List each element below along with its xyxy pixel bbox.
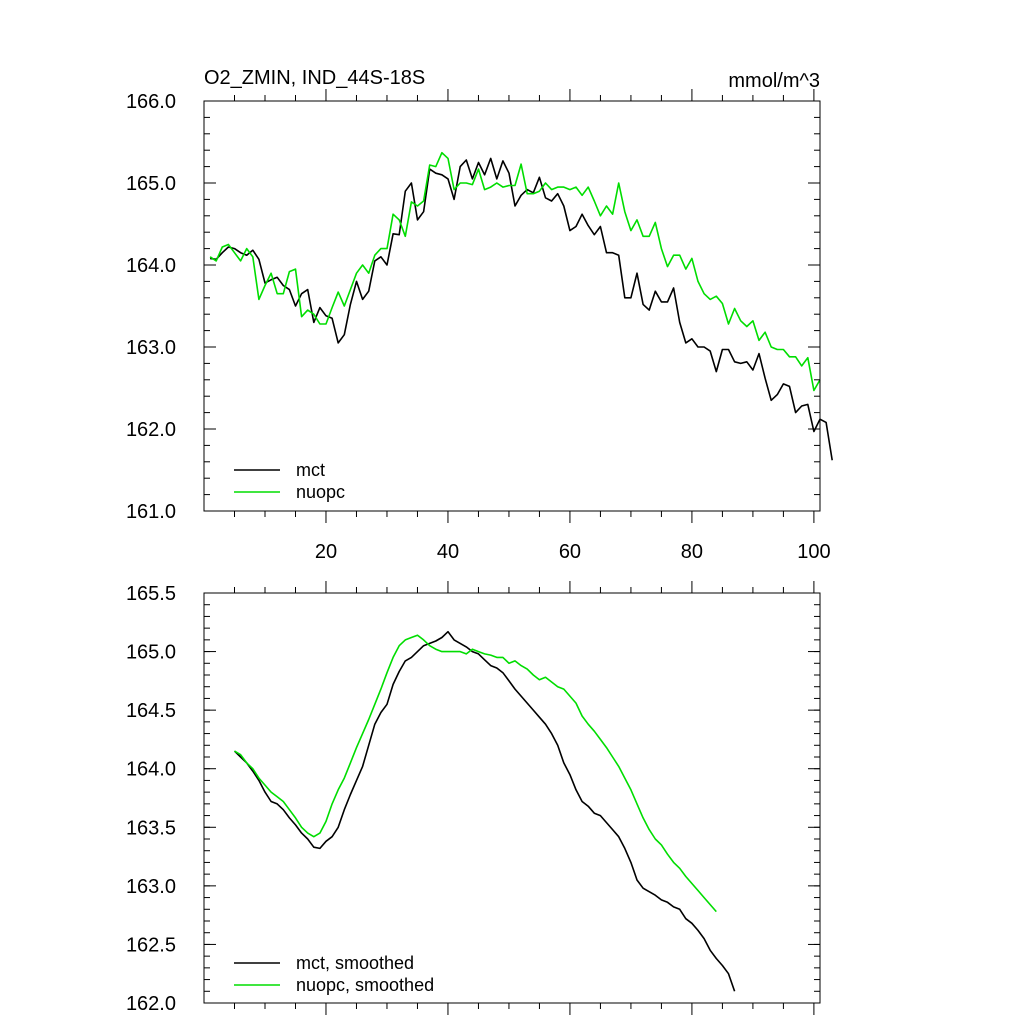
- y-tick-label: 164.0: [126, 255, 176, 277]
- plot-frame: [203, 592, 821, 1004]
- y-tick-label: 165.0: [126, 642, 176, 664]
- legend-label: mct: [296, 460, 325, 480]
- legend-label: nuopc: [296, 482, 345, 502]
- y-tick-label: 166.0: [126, 91, 176, 113]
- series-line-mct: [209, 157, 833, 461]
- series-line-nuopc: [209, 151, 821, 392]
- y-tick-label: 162.5: [126, 934, 176, 956]
- x-tick-label: 40: [437, 541, 459, 563]
- series-line-mct-smoothed: [233, 630, 736, 992]
- y-tick-label: 161.0: [126, 501, 176, 523]
- y-tick-label: 163.0: [126, 337, 176, 359]
- x-tick-label: 60: [559, 541, 581, 563]
- units-label: mmol/m^3: [728, 70, 820, 92]
- x-tick-label: 20: [315, 541, 337, 563]
- y-tick-label: 163.0: [126, 876, 176, 898]
- y-tick-label: 164.0: [126, 759, 176, 781]
- y-tick-label: 162.0: [126, 419, 176, 441]
- series-line-nuopc-smoothed: [234, 634, 717, 913]
- y-tick-label: 165.5: [126, 583, 176, 605]
- y-tick-label: 162.0: [126, 993, 176, 1015]
- y-tick-label: 165.0: [126, 173, 176, 195]
- plot-frame: [203, 100, 821, 512]
- y-tick-label: 164.5: [126, 700, 176, 722]
- x-tick-label: 100: [797, 541, 830, 563]
- chart-title: O2_ZMIN, IND_44S-18S: [204, 67, 425, 89]
- y-tick-label: 163.5: [126, 817, 176, 839]
- legend-label: mct, smoothed: [296, 953, 414, 973]
- x-tick-label: 80: [681, 541, 703, 563]
- legend-label: nuopc, smoothed: [296, 975, 434, 995]
